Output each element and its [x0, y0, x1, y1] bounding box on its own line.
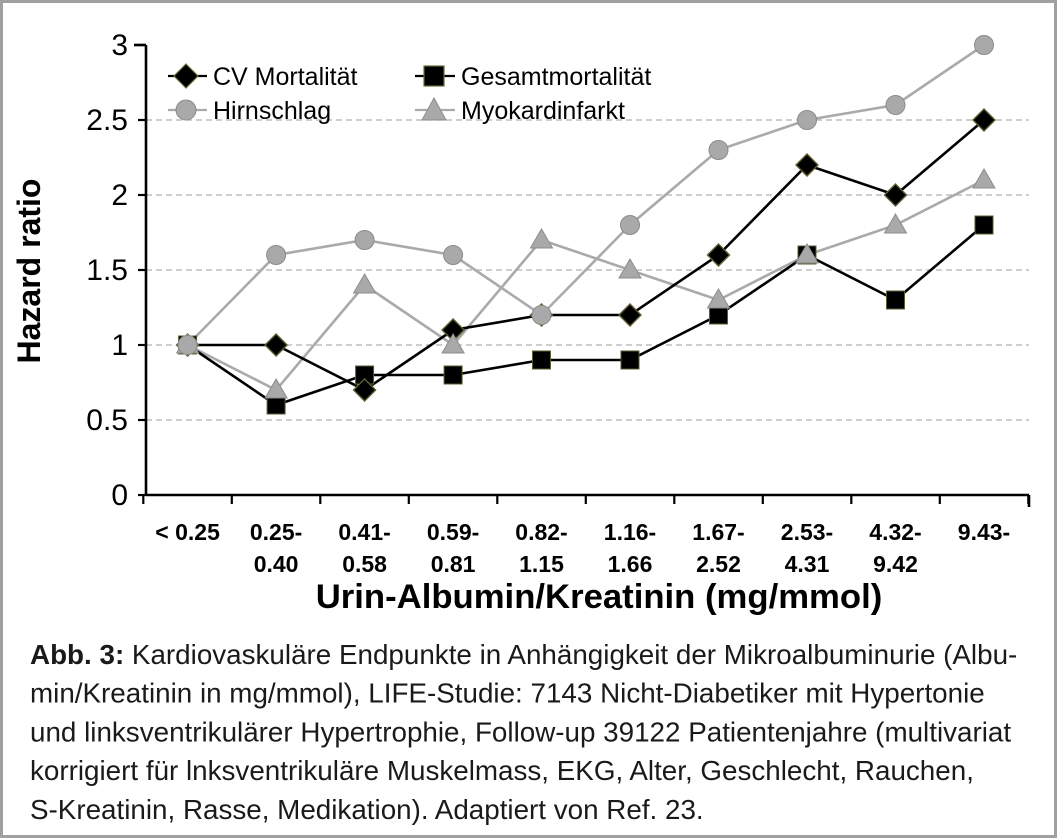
- svg-text:0.82-: 0.82-: [515, 519, 567, 545]
- svg-text:S-Kreatinin, Rasse, Medikation: S-Kreatinin, Rasse, Medikation). Adaptie…: [30, 794, 704, 825]
- svg-text:Abb. 3: Kardiovaskuläre Endpun: Abb. 3: Kardiovaskuläre Endpunkte in Anh…: [30, 639, 1017, 670]
- svg-text:1.67-: 1.67-: [692, 519, 744, 545]
- svg-text:1.16-: 1.16-: [604, 519, 656, 545]
- svg-text:0.58: 0.58: [342, 551, 387, 577]
- svg-text:0: 0: [111, 479, 128, 512]
- svg-text:9.42: 9.42: [873, 551, 918, 577]
- svg-text:0.25-: 0.25-: [250, 519, 302, 545]
- svg-text:1.5: 1.5: [86, 254, 128, 287]
- svg-text:0.81: 0.81: [431, 551, 476, 577]
- svg-text:CV Mortalität: CV Mortalität: [213, 63, 358, 91]
- svg-text:2.5: 2.5: [86, 104, 128, 137]
- svg-text:Urin-Albumin/Kreatinin (mg/mmo: Urin-Albumin/Kreatinin (mg/mmol): [316, 578, 883, 616]
- svg-text:und linksventrikulärer Hypertr: und linksventrikulärer Hypertrophie, Fol…: [30, 716, 1011, 747]
- svg-text:4.32-: 4.32-: [869, 519, 921, 545]
- svg-text:Hirnschlag: Hirnschlag: [213, 97, 331, 125]
- svg-text:min/Kreatinin in mg/mmol), LIF: min/Kreatinin in mg/mmol), LIFE-Studie: …: [30, 678, 985, 709]
- svg-text:Myokardinfarkt: Myokardinfarkt: [461, 97, 625, 125]
- svg-text:< 0.25: < 0.25: [155, 519, 220, 545]
- svg-text:Hazard ratio: Hazard ratio: [11, 179, 47, 364]
- svg-text:9.43-: 9.43-: [958, 519, 1010, 545]
- svg-text:Gesamtmortalität: Gesamtmortalität: [461, 63, 651, 91]
- svg-text:2.53-: 2.53-: [781, 519, 833, 545]
- svg-text:1.66: 1.66: [608, 551, 653, 577]
- svg-text:2: 2: [111, 179, 128, 212]
- svg-text:0.5: 0.5: [86, 404, 128, 437]
- svg-text:0.41-: 0.41-: [338, 519, 390, 545]
- svg-text:0.40: 0.40: [254, 551, 299, 577]
- svg-text:4.31: 4.31: [785, 551, 830, 577]
- svg-text:0.59-: 0.59-: [427, 519, 479, 545]
- svg-text:2.52: 2.52: [696, 551, 741, 577]
- svg-text:1.15: 1.15: [519, 551, 564, 577]
- svg-text:korrigiert für lnksventrikulär: korrigiert für lnksventrikuläre Muskelma…: [30, 755, 974, 786]
- svg-text:1: 1: [111, 329, 128, 362]
- svg-text:3: 3: [111, 29, 128, 62]
